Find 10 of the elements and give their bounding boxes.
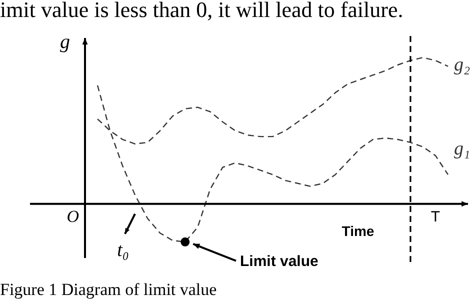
chart-title: imit value is less than 0, it will lead to failure. <box>0 0 404 23</box>
annotation: t₀ <box>117 240 129 261</box>
caption: Figure 1 Diagram of limit value <box>0 280 217 300</box>
x-axis-title: Time <box>342 222 374 239</box>
y-axis-title: g <box>60 31 70 53</box>
series-label: g₂ <box>454 54 470 76</box>
annotation: T <box>430 208 440 226</box>
text: Limit value <box>240 252 318 270</box>
series-label: g₁ <box>454 138 470 160</box>
annotation: O <box>66 206 79 226</box>
